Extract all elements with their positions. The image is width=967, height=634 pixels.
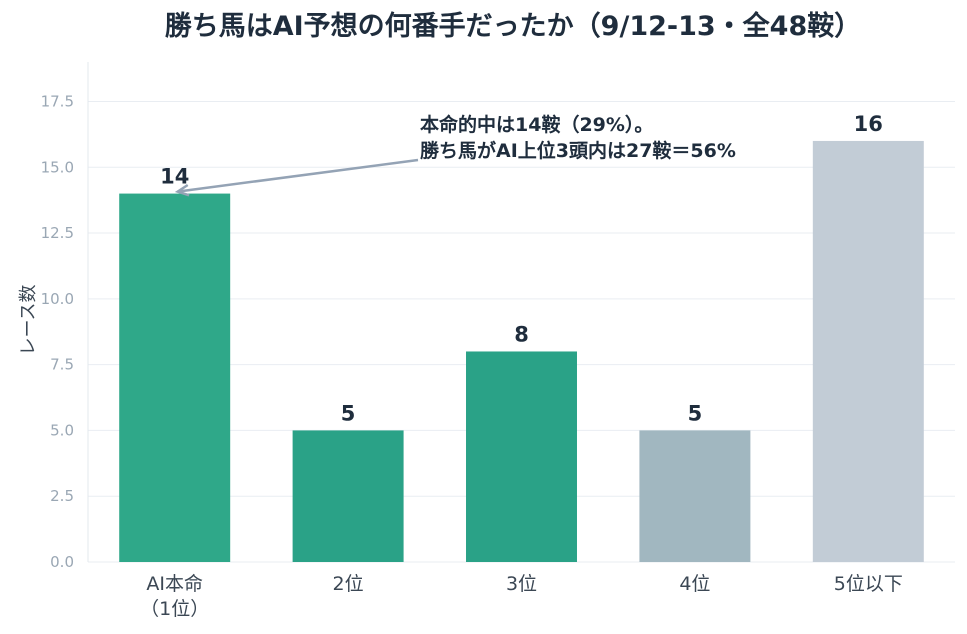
x-category-label: （1位）: [140, 598, 209, 620]
bar-value-label: 5: [688, 401, 703, 425]
bars: 14 5 8 5 16: [119, 112, 924, 562]
bar-value-label: 14: [160, 165, 189, 189]
y-axis-ticks: 0.0 2.5 5.0 7.5 10.0 12.5 15.0 17.5: [41, 92, 74, 571]
bar: [812, 140, 924, 562]
x-category-label: 5位以下: [834, 573, 903, 595]
annotation-arrow: [177, 158, 419, 193]
y-tick-label: 12.5: [41, 224, 74, 242]
y-tick-label: 2.5: [50, 487, 74, 505]
bar: [292, 430, 404, 562]
annotation-line-2: 勝ち馬がAI上位3頭内は27鞍＝56%: [420, 139, 736, 162]
y-tick-label: 0.0: [50, 553, 74, 571]
x-category-label: 4位: [679, 573, 710, 595]
annotation: 本命的中は14鞍（29%）。 勝ち馬がAI上位3頭内は27鞍＝56%: [174, 113, 736, 197]
y-tick-label: 5.0: [50, 421, 74, 439]
y-axis-label: レース数: [18, 284, 39, 355]
annotation-arrow-head: [174, 183, 190, 197]
y-tick-label: 15.0: [41, 158, 74, 176]
bar: [119, 193, 231, 562]
y-tick-label: 7.5: [50, 356, 74, 374]
bar-value-label: 5: [341, 401, 356, 425]
x-category-label: AI本命: [146, 573, 203, 595]
bar: [639, 430, 751, 562]
chart-title: 勝ち馬はAI予想の何番手だったか（9/12-13・全48鞍）: [165, 10, 862, 42]
annotation-line-1: 本命的中は14鞍（29%）。: [420, 113, 653, 136]
y-tick-label: 10.0: [41, 290, 74, 308]
bar-value-label: 16: [854, 112, 883, 136]
bar: [466, 351, 577, 562]
x-axis-categories: AI本命 （1位） 2位 3位 4位 5位以下: [140, 573, 903, 620]
x-category-label: 3位: [506, 573, 537, 595]
bar-value-label: 8: [514, 322, 529, 346]
x-category-label: 2位: [333, 573, 364, 595]
y-tick-label: 17.5: [41, 92, 74, 110]
